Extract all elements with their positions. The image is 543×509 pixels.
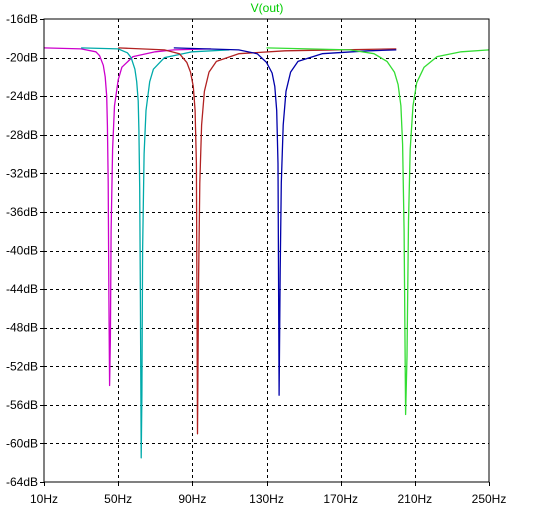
x-tick-label: 170Hz bbox=[323, 492, 358, 506]
series-line-3 bbox=[118, 47, 397, 435]
series-layer bbox=[43, 47, 490, 459]
plot-frame bbox=[43, 18, 490, 483]
x-tick-label: 250Hz bbox=[472, 492, 507, 506]
chart-title: V(out) bbox=[251, 1, 284, 15]
y-tick-label: -28dB bbox=[6, 128, 38, 142]
series-line-1 bbox=[43, 47, 211, 387]
y-tick-label: -20dB bbox=[6, 51, 38, 65]
y-tick-label: -24dB bbox=[6, 89, 38, 103]
y-tick-label: -52dB bbox=[6, 359, 38, 373]
y-tick-label: -32dB bbox=[6, 166, 38, 180]
series-line-2 bbox=[81, 47, 230, 459]
y-tick-label: -56dB bbox=[6, 398, 38, 412]
y-tick-label: -64dB bbox=[6, 475, 38, 489]
y-tick-label: -16dB bbox=[6, 12, 38, 26]
y-tick-label: -40dB bbox=[6, 244, 38, 258]
x-tick-label: 90Hz bbox=[178, 492, 206, 506]
y-tick-label: -48dB bbox=[6, 321, 38, 335]
tick-layer: 10Hz 50Hz 90Hz 130Hz 170Hz 210Hz 250Hz -16dB -20… bbox=[6, 12, 506, 506]
x-tick-label: 210Hz bbox=[397, 492, 432, 506]
y-tick-label: -44dB bbox=[6, 282, 38, 296]
series-line-4 bbox=[173, 47, 397, 396]
y-tick-label: -36dB bbox=[6, 205, 38, 219]
x-tick-label: 50Hz bbox=[104, 492, 132, 506]
series-line-5 bbox=[266, 47, 490, 416]
y-tick-label: -60dB bbox=[6, 436, 38, 450]
grid-layer bbox=[44, 19, 489, 482]
x-tick-label: 130Hz bbox=[249, 492, 284, 506]
x-tick-label: 10Hz bbox=[30, 492, 58, 506]
